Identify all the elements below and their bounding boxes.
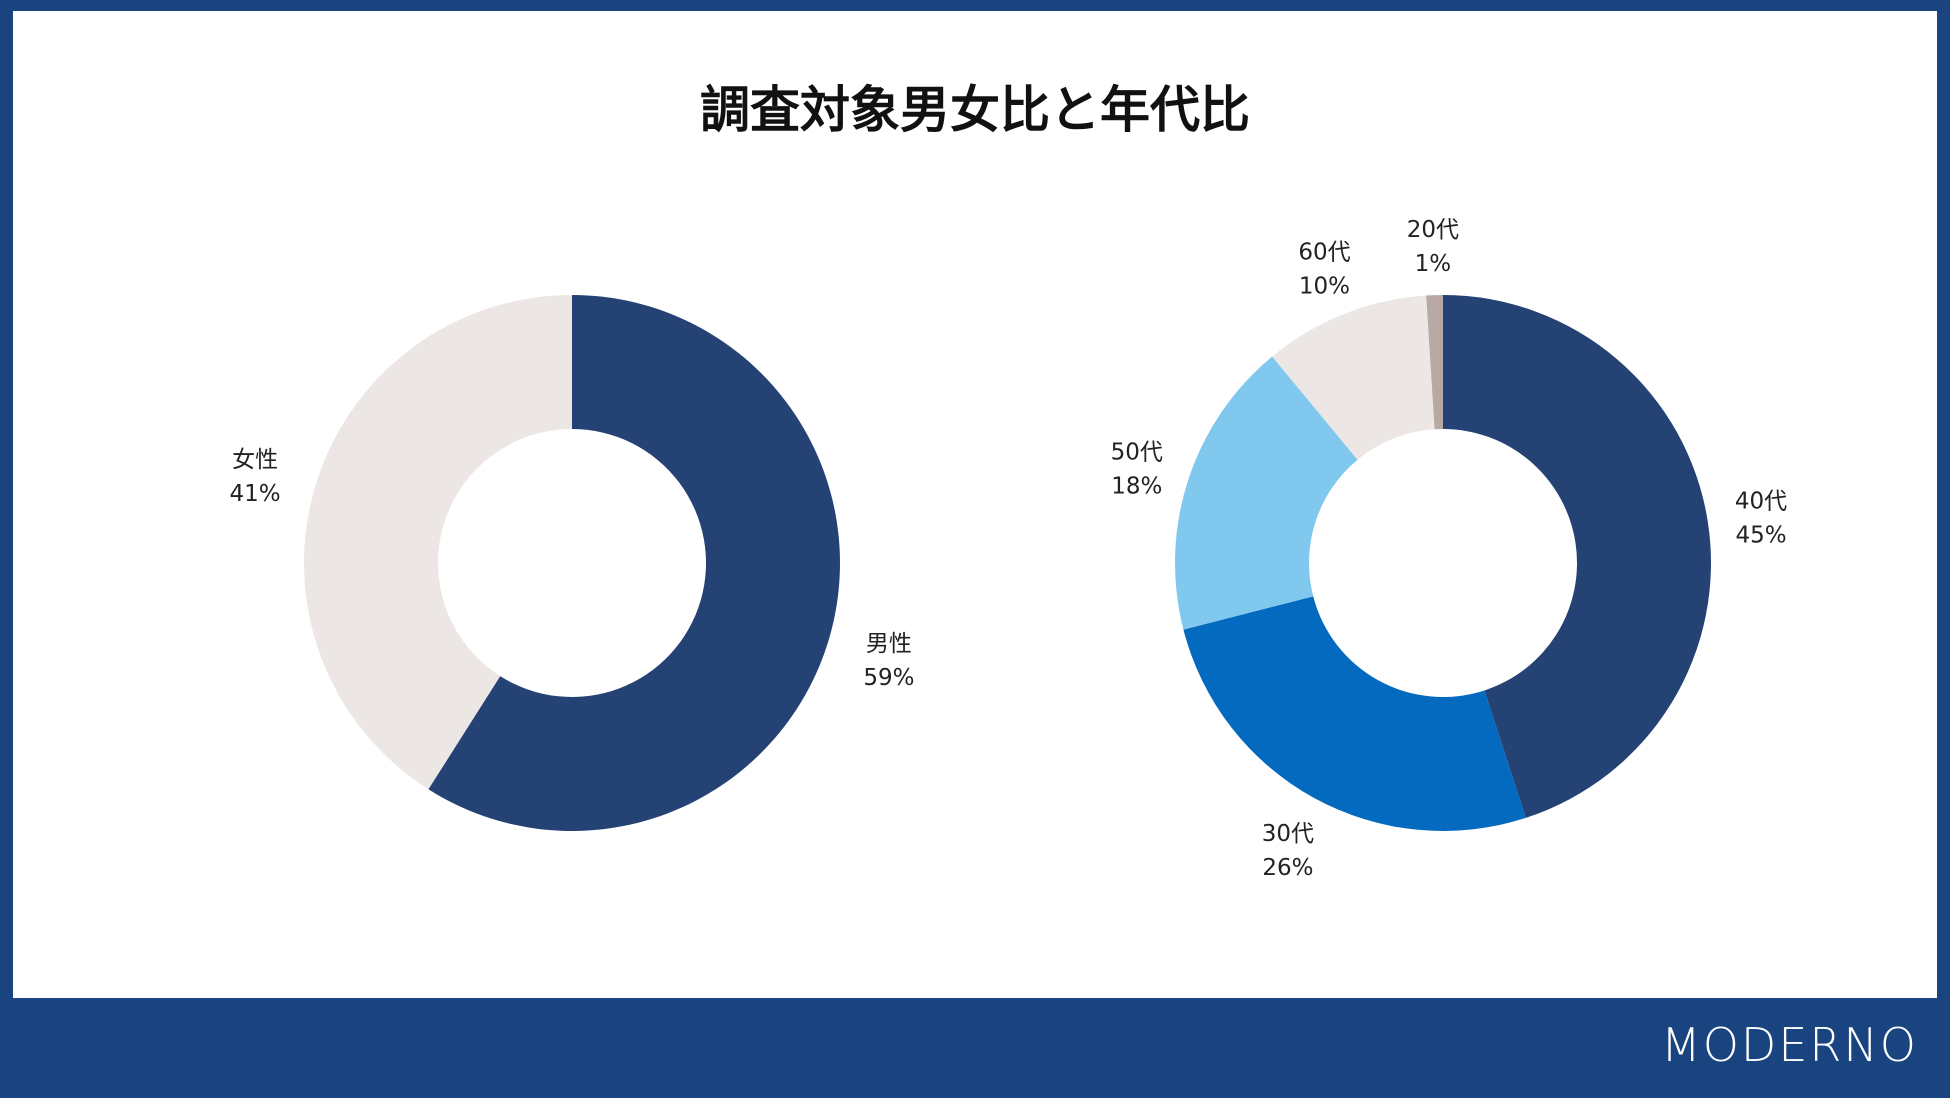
age-slice-label-1: 30代 26%: [1262, 821, 1314, 881]
age-slice-label-2: 50代 18%: [1111, 439, 1163, 499]
age-slice-1: [1183, 596, 1526, 831]
age-slice-0: [1443, 295, 1711, 818]
gender-slice-0: [428, 295, 840, 831]
age-slice-2: [1175, 356, 1358, 630]
gender-slice-label-0: 男性 59%: [863, 631, 914, 691]
age-slice-label-3: 60代 10%: [1298, 240, 1350, 300]
gender-slice-1: [303, 295, 572, 790]
page-title: 調査対象男女比と年代比: [700, 81, 1250, 139]
age-slice-label-4: 20代 1%: [1407, 217, 1459, 277]
gender-donut-chart: 男性 59% 女性 41%: [230, 295, 914, 831]
age-donut-chart: 40代 45% 30代 26% 50代 18% 60代 10% 20代 1%: [1111, 217, 1788, 881]
age-slice-4: [1426, 295, 1443, 430]
gender-slice-label-1: 女性 41%: [230, 447, 281, 507]
brand-logo: MODERNO: [1661, 1018, 1918, 1072]
age-slice-label-0: 40代 45%: [1735, 489, 1787, 549]
footer-bar: [0, 998, 1950, 1098]
age-slice-3: [1272, 295, 1435, 460]
charts-canvas: 男性 59% 女性 41% 40代 45% 30代 26% 50代 18% 60代 10% 20代 1%: [230, 217, 1788, 881]
